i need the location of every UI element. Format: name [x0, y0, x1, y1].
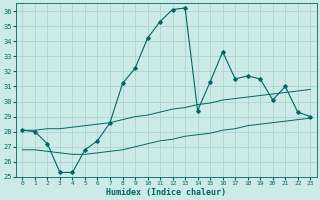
X-axis label: Humidex (Indice chaleur): Humidex (Indice chaleur)	[106, 188, 226, 197]
